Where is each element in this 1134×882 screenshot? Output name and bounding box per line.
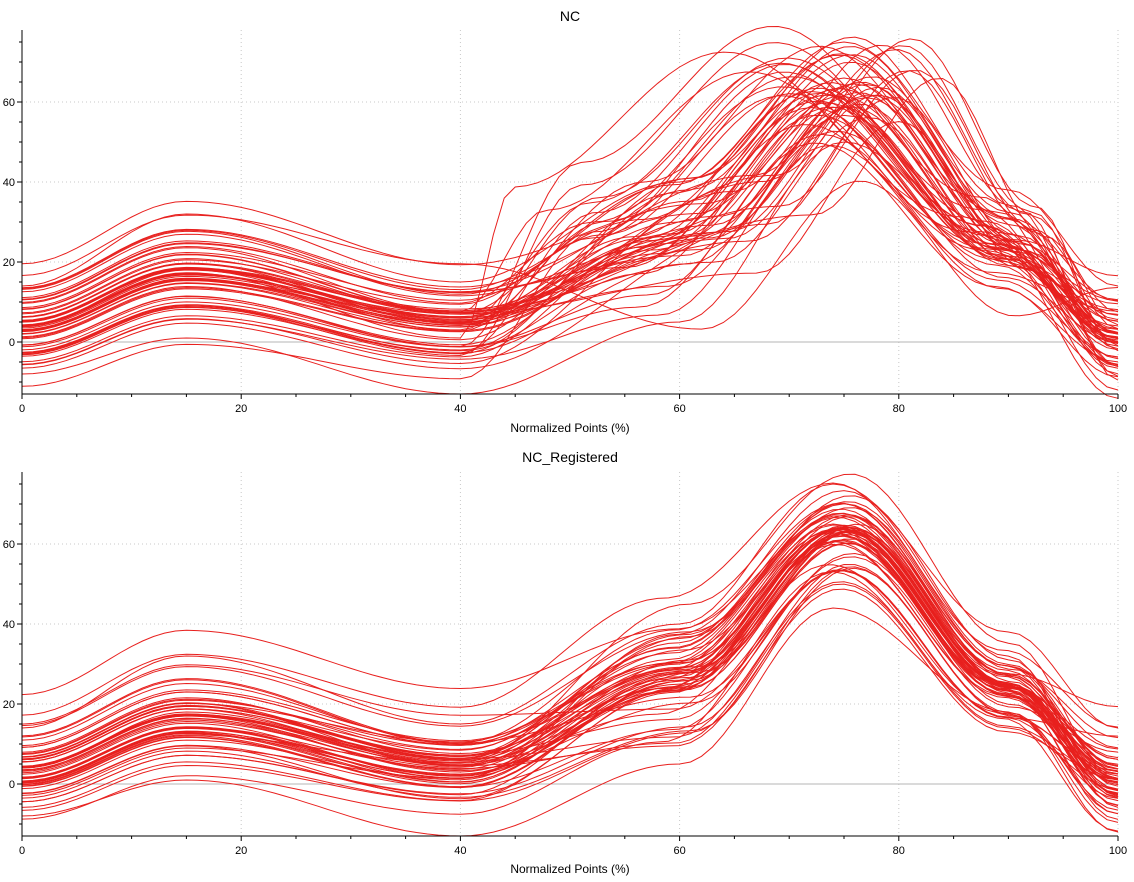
- series-line: [21, 563, 1119, 815]
- chart-title: NC: [560, 8, 580, 24]
- x-axis-label: Normalized Points (%): [510, 862, 629, 876]
- y-tick-label: 40: [3, 619, 15, 631]
- chart-title: NC_Registered: [522, 449, 618, 465]
- x-tick-label: 80: [893, 403, 905, 415]
- series-line: [21, 495, 1119, 797]
- series-line: [21, 528, 1119, 795]
- series-line: [21, 502, 1119, 749]
- curves: [21, 25, 1119, 399]
- series-line: [21, 57, 1119, 347]
- y-tick-label: 20: [3, 699, 15, 711]
- y-tick-label: 0: [9, 337, 15, 349]
- series-line: [21, 82, 1119, 375]
- series-line: [21, 93, 1119, 327]
- y-tick-label: 60: [3, 539, 15, 551]
- series-line: [21, 95, 1119, 330]
- x-tick-label: 40: [454, 403, 466, 415]
- series-line: [21, 570, 1119, 799]
- series-line: [21, 512, 1119, 767]
- series-line: [21, 76, 1119, 334]
- series-line: [21, 483, 1119, 729]
- series-line: [21, 77, 1119, 326]
- series-line: [21, 42, 1119, 367]
- series-line: [21, 48, 1119, 313]
- series-line: [21, 607, 1119, 837]
- y-tick-label: 60: [3, 97, 15, 109]
- series-line: [21, 41, 1119, 287]
- series-line: [21, 533, 1119, 807]
- series-line: [21, 77, 1119, 335]
- series-line: [21, 542, 1119, 765]
- series-line: [21, 36, 1119, 366]
- series-line: [21, 54, 1119, 302]
- series-line: [21, 86, 1119, 315]
- series-line: [21, 490, 1119, 808]
- series-line: [21, 53, 1119, 350]
- series-line: [21, 142, 1119, 363]
- series-line: [21, 90, 1119, 341]
- y-tick-label: 0: [9, 779, 15, 791]
- series-line: [21, 130, 1119, 344]
- x-tick-label: 60: [673, 845, 685, 857]
- x-tick-label: 0: [19, 403, 25, 415]
- series-line: [21, 516, 1119, 791]
- chart-nc-registered: NC_Registered 0 20 40 60 80 100 0 20 40 60 Normaliz…: [3, 449, 1127, 876]
- series-line: [21, 534, 1119, 820]
- series-line: [21, 92, 1119, 339]
- series-line: [21, 581, 1119, 780]
- series-line: [21, 103, 1119, 334]
- chart-nc: NC 0 20 40 60 80 100 0 20 40 60 Normalized Points (…: [3, 8, 1127, 435]
- series-line: [21, 106, 1119, 366]
- x-tick-label: 100: [1109, 845, 1127, 857]
- series-line: [21, 516, 1119, 786]
- x-tick-label: 100: [1109, 403, 1127, 415]
- x-tick-label: 20: [235, 845, 247, 857]
- x-tick-label: 60: [673, 403, 685, 415]
- series-line: [21, 106, 1119, 305]
- series-line: [21, 81, 1119, 277]
- series-line: [21, 88, 1119, 345]
- series-line: [21, 141, 1119, 395]
- series-line: [21, 528, 1119, 806]
- series-line: [21, 523, 1119, 777]
- series-line: [21, 114, 1119, 365]
- x-axis-label: Normalized Points (%): [510, 421, 629, 435]
- x-tick-label: 40: [454, 845, 466, 857]
- series-line: [21, 114, 1119, 311]
- y-tick-label: 40: [3, 177, 15, 189]
- series-line: [21, 501, 1119, 770]
- series-line: [21, 44, 1119, 377]
- series-line: [21, 552, 1119, 783]
- curves: [21, 473, 1119, 837]
- series-line: [21, 70, 1119, 381]
- series-line: [21, 97, 1119, 322]
- series-line: [21, 512, 1119, 708]
- series-line: [21, 588, 1119, 780]
- series-line: [21, 569, 1119, 772]
- series-line: [21, 482, 1119, 728]
- series-line: [21, 473, 1119, 780]
- x-tick-label: 0: [19, 845, 25, 857]
- y-tick-label: 20: [3, 257, 15, 269]
- x-tick-label: 80: [893, 845, 905, 857]
- x-tick-label: 20: [235, 403, 247, 415]
- series-line: [21, 507, 1119, 739]
- series-line: [21, 63, 1119, 369]
- series-line: [21, 95, 1119, 330]
